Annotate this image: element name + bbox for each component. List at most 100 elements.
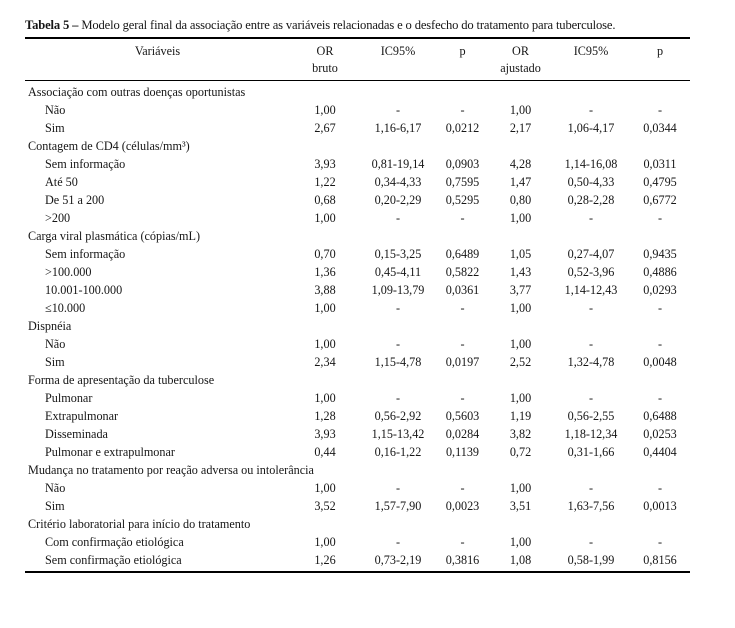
or-ajustado-cell: 0,72: [509, 445, 532, 459]
ic95-ajustado-cell: 0,56-2,55: [567, 409, 615, 423]
or-bruto-cell: 1,00: [314, 337, 336, 351]
group-label-text: Forma de apresentação da tuberculose: [28, 373, 215, 387]
group-label-text: Mudança no tratamento por reação adversa…: [28, 463, 314, 477]
p-bruto-cell: 0,0361: [445, 283, 480, 297]
p-ajustado-cell: 0,9435: [643, 247, 677, 261]
variable-group-row: Forma de apresentação da tuberculose: [25, 371, 690, 389]
variable-data-row: De 51 a 200 0,68 0,20-2,29 0,5295 0,80 0,28-2…: [25, 191, 690, 209]
or-bruto-cell: 3,93: [314, 157, 336, 171]
or-bruto-cell: 1,00: [314, 481, 336, 495]
group-label-text: Dispnéia: [28, 319, 72, 333]
or-ajustado-cell: 1,00: [509, 337, 532, 351]
ic95-ajustado-cell: 0,58-1,99: [567, 553, 615, 567]
variable-data-row: Pulmonar 1,00 - - 1,00 - -: [25, 389, 690, 407]
or-bruto-cell: 1,22: [314, 175, 336, 189]
p-ajustado-cell: 0,0048: [643, 355, 677, 369]
or-ajustado-cell: 2,17: [509, 121, 532, 135]
p-bruto-cell: -: [460, 211, 465, 225]
or-ajustado-cell: 3,51: [509, 499, 532, 513]
variable-label: >200: [45, 211, 71, 225]
p-ajustado-cell: 0,4795: [643, 175, 677, 189]
or-bruto-cell: 3,88: [314, 283, 336, 297]
p-ajustado-cell: -: [657, 211, 663, 225]
group-label-cell: Associação com outras doenças oportunist…: [25, 81, 690, 102]
ic95-ajustado-cell: -: [588, 391, 594, 405]
p-ajustado-cell: 0,0344: [643, 121, 677, 135]
variable-group-row: Associação com outras doenças oportunist…: [25, 81, 690, 102]
ic95-bruto-cell: 0,56-2,92: [374, 409, 422, 423]
table-caption: Tabela 5 – Modelo geral final da associa…: [25, 17, 733, 33]
p-ajustado-cell: 0,4886: [643, 265, 677, 279]
or-ajustado-cell: 3,77: [509, 283, 532, 297]
ic95-ajustado-cell: -: [588, 337, 594, 351]
variable-label: >100.000: [45, 265, 92, 279]
p-ajustado-cell: -: [657, 103, 663, 117]
p-ajustado-cell: -: [657, 337, 663, 351]
ic95-ajustado-cell: 1,18-12,34: [564, 427, 618, 441]
or-ajustado-cell: 1,00: [509, 301, 532, 315]
group-label-text: Critério laboratorial para início do tra…: [28, 517, 251, 531]
or-bruto-cell: 2,34: [314, 355, 336, 369]
p-bruto-cell: 0,0284: [445, 427, 480, 441]
variable-data-row: Disseminada 3,93 1,15-13,42 0,0284 3,82 1,18-…: [25, 425, 690, 443]
table-caption-text: Modelo geral final da associação entre a…: [81, 18, 616, 32]
group-label-cell: Forma de apresentação da tuberculose: [25, 371, 690, 389]
p-ajustado-cell: -: [657, 535, 663, 549]
variable-data-row: Extrapulmonar 1,28 0,56-2,92 0,5603 1,19 0,56…: [25, 407, 690, 425]
ic95-bruto-cell: -: [395, 301, 401, 315]
variable-label: ≤10.000: [45, 301, 86, 315]
ic95-bruto-cell: 1,57-7,90: [374, 499, 422, 513]
ic95-bruto-cell: 0,20-2,29: [374, 193, 422, 207]
col-header-ic95-bruto: IC95%: [360, 38, 436, 81]
group-label-text: Carga viral plasmática (cópias/mL): [28, 229, 201, 243]
variable-data-row: Sem informação 0,70 0,15-3,25 0,6489 1,05 0,2…: [25, 245, 690, 263]
variable-label: Extrapulmonar: [45, 409, 119, 423]
ic95-bruto-cell: -: [395, 337, 401, 351]
variable-data-row: Até 50 1,22 0,34-4,33 0,7595 1,47 0,50-4,33 0,…: [25, 173, 690, 191]
ic95-bruto-cell: 0,81-19,14: [371, 157, 425, 171]
p-bruto-cell: 0,0023: [445, 499, 480, 513]
ic95-ajustado-cell: 0,31-1,66: [567, 445, 615, 459]
p-bruto-cell: 0,5822: [445, 265, 480, 279]
ic95-ajustado-cell: -: [588, 301, 594, 315]
table-body: Associação com outras doenças oportunist…: [25, 81, 690, 573]
p-ajustado-cell: -: [657, 301, 663, 315]
or-bruto-cell: 0,70: [314, 247, 336, 261]
p-bruto-cell: 0,5603: [445, 409, 480, 423]
p-bruto-cell: 0,0212: [445, 121, 480, 135]
variable-label: Sem informação: [45, 157, 126, 171]
ic95-bruto-cell: -: [395, 535, 401, 549]
ic95-bruto-cell: 0,16-1,22: [374, 445, 422, 459]
results-table: Variáveis OR bruto IC95% p OR ajustado IC9…: [25, 37, 690, 573]
group-label-cell: Mudança no tratamento por reação adversa…: [25, 461, 690, 479]
ic95-bruto-cell: -: [395, 103, 401, 117]
p-bruto-cell: 0,1139: [445, 445, 480, 459]
ic95-ajustado-cell: 1,14-16,08: [564, 157, 618, 171]
variable-label: De 51 a 200: [45, 193, 105, 207]
variable-label: Sim: [45, 121, 65, 135]
col-header-or-bruto-line1: OR: [316, 44, 334, 58]
ic95-bruto-cell: -: [395, 211, 401, 225]
group-label-cell: Dispnéia: [25, 317, 690, 335]
col-header-variaveis: Variáveis: [25, 38, 290, 81]
or-bruto-cell: 1,00: [314, 103, 336, 117]
variable-group-row: Mudança no tratamento por reação adversa…: [25, 461, 690, 479]
variable-label: 10.001-100.000: [45, 283, 123, 297]
variable-data-row: Sem informação 3,93 0,81-19,14 0,0903 4,28 1,…: [25, 155, 690, 173]
or-bruto-cell: 2,67: [314, 121, 336, 135]
p-bruto-cell: -: [460, 481, 465, 495]
col-header-or-ajustado-line1: OR: [512, 44, 529, 58]
or-bruto-cell: 0,44: [314, 445, 336, 459]
variable-label: Não: [45, 481, 66, 495]
p-ajustado-cell: 0,4404: [643, 445, 677, 459]
or-ajustado-cell: 0,80: [509, 193, 532, 207]
group-label-text: Associação com outras doenças oportunist…: [28, 85, 246, 99]
variable-label: Pulmonar: [45, 391, 93, 405]
variable-data-row: >100.000 1,36 0,45-4,11 0,5822 1,43 0,52-3,96…: [25, 263, 690, 281]
or-ajustado-cell: 1,08: [509, 553, 532, 567]
p-ajustado-cell: 0,8156: [643, 553, 677, 567]
or-ajustado-cell: 1,05: [509, 247, 532, 261]
ic95-bruto-cell: 1,15-4,78: [374, 355, 422, 369]
p-bruto-cell: 0,6489: [445, 247, 480, 261]
or-bruto-cell: 1,00: [314, 301, 336, 315]
